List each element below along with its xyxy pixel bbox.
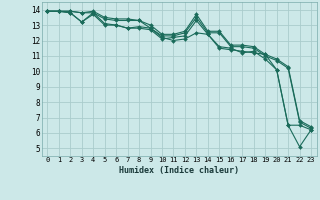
X-axis label: Humidex (Indice chaleur): Humidex (Indice chaleur) <box>119 166 239 175</box>
